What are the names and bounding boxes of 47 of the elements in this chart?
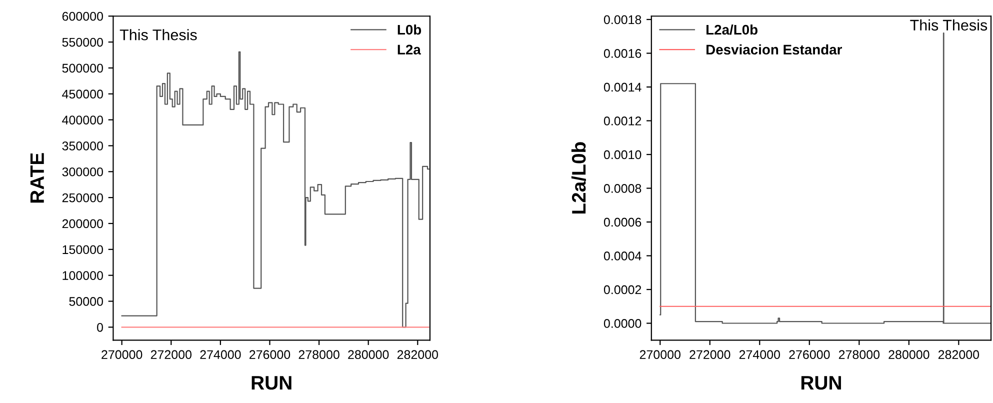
x-tick-label: 272000 — [150, 350, 192, 360]
legend-label: Desviacion Estandar — [706, 44, 842, 55]
y-tick-label: 0.0010 — [604, 150, 642, 160]
y-tick-label: 150000 — [62, 245, 103, 254]
y-tick-label: 0.0012 — [604, 116, 642, 126]
x-tick-label: 270000 — [102, 350, 142, 360]
y-tick-label: 0.0008 — [604, 184, 642, 193]
x-tick-label: 282000 — [397, 350, 438, 360]
y-tick-label: 350000 — [62, 142, 103, 150]
legend-label: L0b — [398, 24, 422, 35]
x-tick-label: 276000 — [789, 350, 830, 360]
y-axis-title: L2a/L0b — [571, 142, 586, 214]
y-tick-label: 400000 — [62, 116, 103, 124]
y-tick-label: 300000 — [62, 167, 103, 176]
y-tick-label: 0.0014 — [604, 82, 642, 92]
y-tick-label: 0.0016 — [604, 49, 642, 58]
y-axis-title: RATE — [30, 153, 44, 203]
x-tick-label: 276000 — [250, 350, 290, 360]
y-tick-label: 0.0000 — [604, 319, 642, 328]
y-tick-label: 0 — [97, 322, 103, 332]
legend-label: L2a — [398, 44, 421, 55]
x-tick-label: 272000 — [690, 350, 730, 360]
y-tick-label: 600000 — [62, 12, 103, 21]
y-tick-label: 450000 — [62, 90, 103, 99]
y-tick-label: 0.0002 — [604, 285, 642, 294]
y-tick-label: 0.0018 — [604, 15, 642, 24]
x-tick-label: 280000 — [348, 350, 389, 360]
x-axis-title: RUN — [252, 376, 292, 390]
y-tick-label: 500000 — [62, 64, 103, 73]
y-tick-label: 200000 — [62, 219, 103, 228]
y-tick-label: 250000 — [62, 193, 103, 202]
y-tick-label: 0.0006 — [604, 218, 642, 227]
x-tick-label: 270000 — [640, 350, 680, 360]
y-tick-label: 550000 — [62, 38, 103, 47]
x-axis-title: RUN — [801, 376, 841, 390]
legend-label: L2a/L0b — [706, 24, 758, 35]
annotation: This Thesis — [910, 19, 988, 31]
x-tick-label: 274000 — [739, 350, 780, 360]
y-tick-label: 50000 — [69, 297, 103, 306]
x-tick-label: 278000 — [298, 350, 340, 360]
x-tick-label: 280000 — [888, 350, 930, 360]
x-tick-label: 278000 — [838, 350, 880, 360]
annotation: This Thesis — [120, 29, 197, 40]
y-tick-label: 100000 — [62, 271, 103, 280]
x-tick-label: 282000 — [938, 350, 980, 360]
y-tick-label: 0.0004 — [604, 252, 642, 260]
x-tick-label: 274000 — [200, 350, 241, 360]
